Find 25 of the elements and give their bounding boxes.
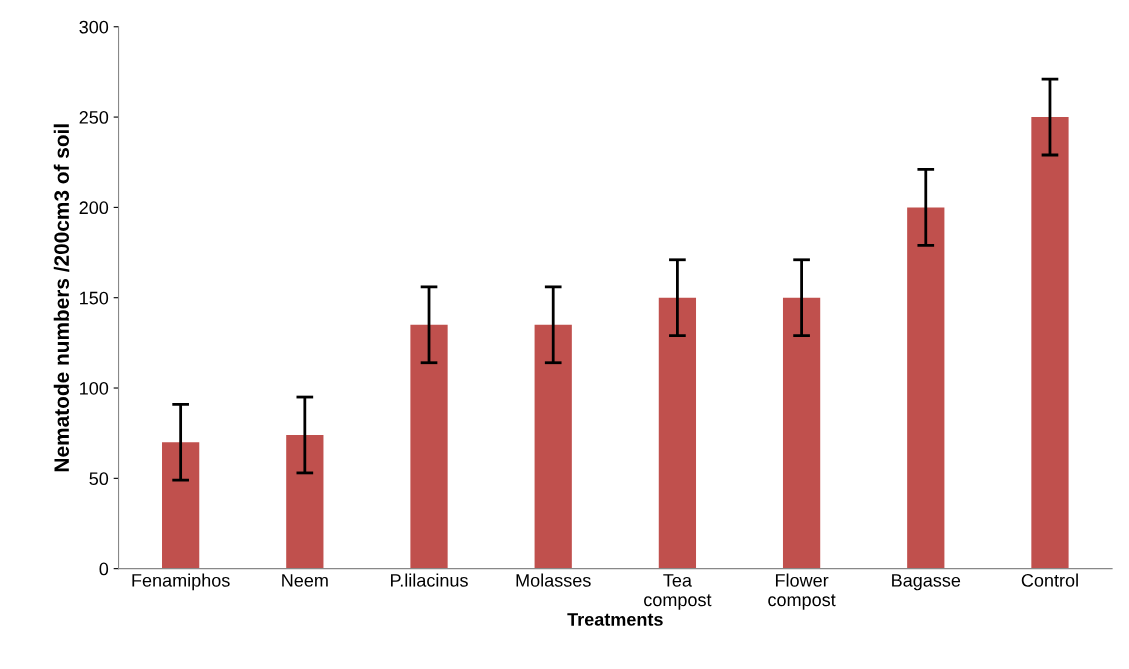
y-tick-label: 100 — [80, 381, 109, 395]
x-axis-title: Treatments — [567, 613, 663, 626]
y-tick-label: 250 — [79, 111, 109, 124]
x-tick-label: Neem — [282, 574, 328, 587]
x-tick-label: Flower compost — [768, 573, 836, 610]
y-tick-label: 200 — [79, 201, 109, 215]
y-tick-label: 0 — [99, 562, 109, 576]
bar — [907, 207, 945, 569]
x-tick-label: Control — [1021, 573, 1078, 587]
y-tick-label: 300 — [79, 20, 109, 34]
bar — [410, 324, 448, 569]
bar — [534, 324, 572, 569]
bar — [658, 297, 697, 569]
x-tick-label: Fenamiphos — [132, 573, 230, 591]
bar — [782, 297, 821, 569]
x-tick-label: P.lilacinus — [391, 573, 468, 587]
y-tick-label: 150 — [80, 291, 109, 305]
y-tick-label: 50 — [89, 472, 109, 486]
x-tick-label: Tea compost — [644, 574, 712, 610]
bar — [162, 442, 200, 569]
y-axis-title: Nematode numbers /200cm3 of soil — [53, 124, 70, 472]
bar — [1031, 117, 1069, 569]
bar — [286, 434, 324, 569]
x-tick-label: Molasses — [516, 573, 591, 587]
x-tick-label: Bagasse — [892, 574, 961, 591]
